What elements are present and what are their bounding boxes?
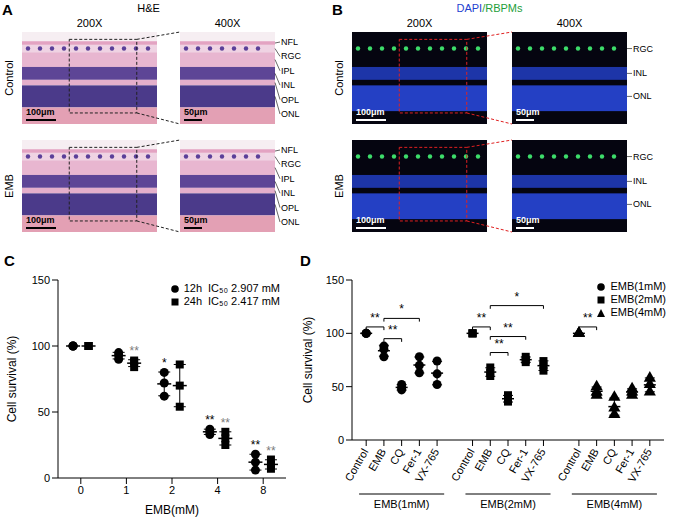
svg-text:INL: INL bbox=[281, 80, 295, 90]
html-text:D: D bbox=[300, 252, 311, 269]
svg-text:EMB: EMB bbox=[472, 446, 494, 473]
svg-text:RGC: RGC bbox=[281, 159, 302, 169]
svg-text:4: 4 bbox=[215, 484, 221, 496]
svg-text:**: ** bbox=[494, 337, 504, 351]
svg-text:Control: Control bbox=[448, 446, 477, 484]
svg-text:Cell survival (%): Cell survival (%) bbox=[301, 317, 315, 404]
svg-text:**: ** bbox=[251, 438, 261, 452]
svg-text:NFL: NFL bbox=[281, 145, 298, 155]
svg-text:100μm: 100μm bbox=[356, 215, 385, 225]
svg-text:100μm: 100μm bbox=[26, 215, 55, 225]
svg-text:IPL: IPL bbox=[281, 66, 295, 76]
svg-text:**: ** bbox=[205, 413, 215, 427]
html-text:EMB(4mM): EMB(4mM) bbox=[610, 306, 666, 318]
svg-text:Fer-1: Fer-1 bbox=[612, 446, 637, 476]
svg-text:100: 100 bbox=[326, 327, 344, 339]
svg-text:**: ** bbox=[503, 321, 513, 335]
svg-text:Fer-1: Fer-1 bbox=[506, 446, 530, 476]
svg-text:150: 150 bbox=[32, 274, 50, 286]
svg-text:50μm: 50μm bbox=[184, 107, 208, 117]
svg-text:RGC: RGC bbox=[633, 44, 654, 54]
svg-text:CQ: CQ bbox=[600, 446, 619, 467]
svg-text:**: ** bbox=[388, 323, 398, 337]
svg-text:ONL: ONL bbox=[633, 199, 652, 209]
svg-text:150: 150 bbox=[326, 274, 344, 286]
svg-text:Fer-1: Fer-1 bbox=[400, 446, 424, 476]
svg-text:100μm: 100μm bbox=[356, 107, 385, 117]
svg-text:ONL: ONL bbox=[281, 217, 300, 227]
svg-text:VX-765: VX-765 bbox=[519, 446, 548, 484]
svg-text:1: 1 bbox=[123, 484, 129, 496]
svg-text:Control: Control bbox=[342, 446, 371, 484]
html-text:EMB(2mM): EMB(2mM) bbox=[610, 293, 666, 305]
html-text:12h: 12h bbox=[183, 282, 202, 294]
svg-text:OPL: OPL bbox=[281, 95, 299, 105]
svg-text:*: * bbox=[399, 302, 404, 316]
svg-text:50μm: 50μm bbox=[184, 215, 208, 225]
svg-text:100: 100 bbox=[32, 340, 50, 352]
svg-text:EMB(mM): EMB(mM) bbox=[145, 503, 199, 517]
svg-text:DAPI/RBPMs: DAPI/RBPMs bbox=[456, 2, 523, 14]
svg-text:EMB: EMB bbox=[3, 174, 15, 198]
svg-text:VX-765: VX-765 bbox=[413, 446, 442, 484]
svg-text:ONL: ONL bbox=[281, 109, 300, 119]
svg-text:Cell survival (%): Cell survival (%) bbox=[5, 336, 19, 423]
svg-text:EMB(4mM): EMB(4mM) bbox=[587, 498, 643, 510]
svg-text:INL: INL bbox=[633, 68, 647, 78]
svg-text:*: * bbox=[515, 290, 520, 304]
svg-text:50: 50 bbox=[332, 381, 344, 393]
svg-text:50μm: 50μm bbox=[516, 215, 540, 225]
svg-text:50μm: 50μm bbox=[516, 107, 540, 117]
svg-text:**: ** bbox=[583, 311, 593, 325]
svg-text:VX-765: VX-765 bbox=[625, 446, 654, 484]
svg-text:400X: 400X bbox=[557, 17, 583, 29]
svg-text:0: 0 bbox=[338, 434, 344, 446]
svg-text:100μm: 100μm bbox=[26, 107, 55, 117]
svg-text:NFL: NFL bbox=[281, 37, 298, 47]
html-text:IC₅₀ 2.907 mM: IC₅₀ 2.907 mM bbox=[208, 282, 280, 294]
svg-text:INL: INL bbox=[281, 188, 295, 198]
svg-text:200X: 200X bbox=[77, 17, 103, 29]
svg-text:EMB(2mM): EMB(2mM) bbox=[480, 498, 536, 510]
svg-text:**: ** bbox=[221, 416, 231, 430]
svg-text:EMB: EMB bbox=[333, 174, 345, 198]
svg-text:200X: 200X bbox=[407, 17, 433, 29]
svg-text:400X: 400X bbox=[215, 17, 241, 29]
svg-text:OPL: OPL bbox=[281, 203, 299, 213]
svg-text:INL: INL bbox=[633, 176, 647, 186]
html-text:EMB(1mM): EMB(1mM) bbox=[610, 280, 666, 292]
svg-text:RGC: RGC bbox=[281, 51, 302, 61]
svg-text:**: ** bbox=[477, 311, 487, 325]
svg-text:Control: Control bbox=[333, 60, 345, 95]
svg-text:Control: Control bbox=[3, 60, 15, 95]
svg-text:8: 8 bbox=[260, 484, 266, 496]
svg-text:EMB(1mM): EMB(1mM) bbox=[374, 498, 430, 510]
svg-text:Control: Control bbox=[555, 446, 584, 484]
html-text:IC₅₀ 2.417 mM: IC₅₀ 2.417 mM bbox=[208, 295, 280, 307]
svg-text:**: ** bbox=[370, 311, 380, 325]
svg-text:B: B bbox=[332, 1, 343, 18]
svg-text:A: A bbox=[2, 1, 13, 18]
svg-text:CQ: CQ bbox=[387, 446, 406, 467]
svg-text:ONL: ONL bbox=[633, 91, 652, 101]
svg-text:H&E: H&E bbox=[137, 2, 160, 14]
svg-text:**: ** bbox=[129, 344, 139, 358]
svg-text:EMB: EMB bbox=[579, 446, 601, 473]
svg-text:CQ: CQ bbox=[493, 446, 513, 467]
svg-text:50: 50 bbox=[38, 406, 50, 418]
svg-text:0: 0 bbox=[44, 472, 50, 484]
svg-text:**: ** bbox=[266, 444, 276, 458]
html-text:C: C bbox=[4, 252, 15, 269]
html-text:24h: 24h bbox=[183, 295, 202, 307]
svg-text:EMB: EMB bbox=[366, 446, 388, 473]
svg-text:2: 2 bbox=[169, 484, 175, 496]
svg-text:IPL: IPL bbox=[281, 174, 295, 184]
svg-text:*: * bbox=[162, 356, 167, 370]
svg-text:RGC: RGC bbox=[633, 152, 654, 162]
svg-text:0: 0 bbox=[78, 484, 84, 496]
